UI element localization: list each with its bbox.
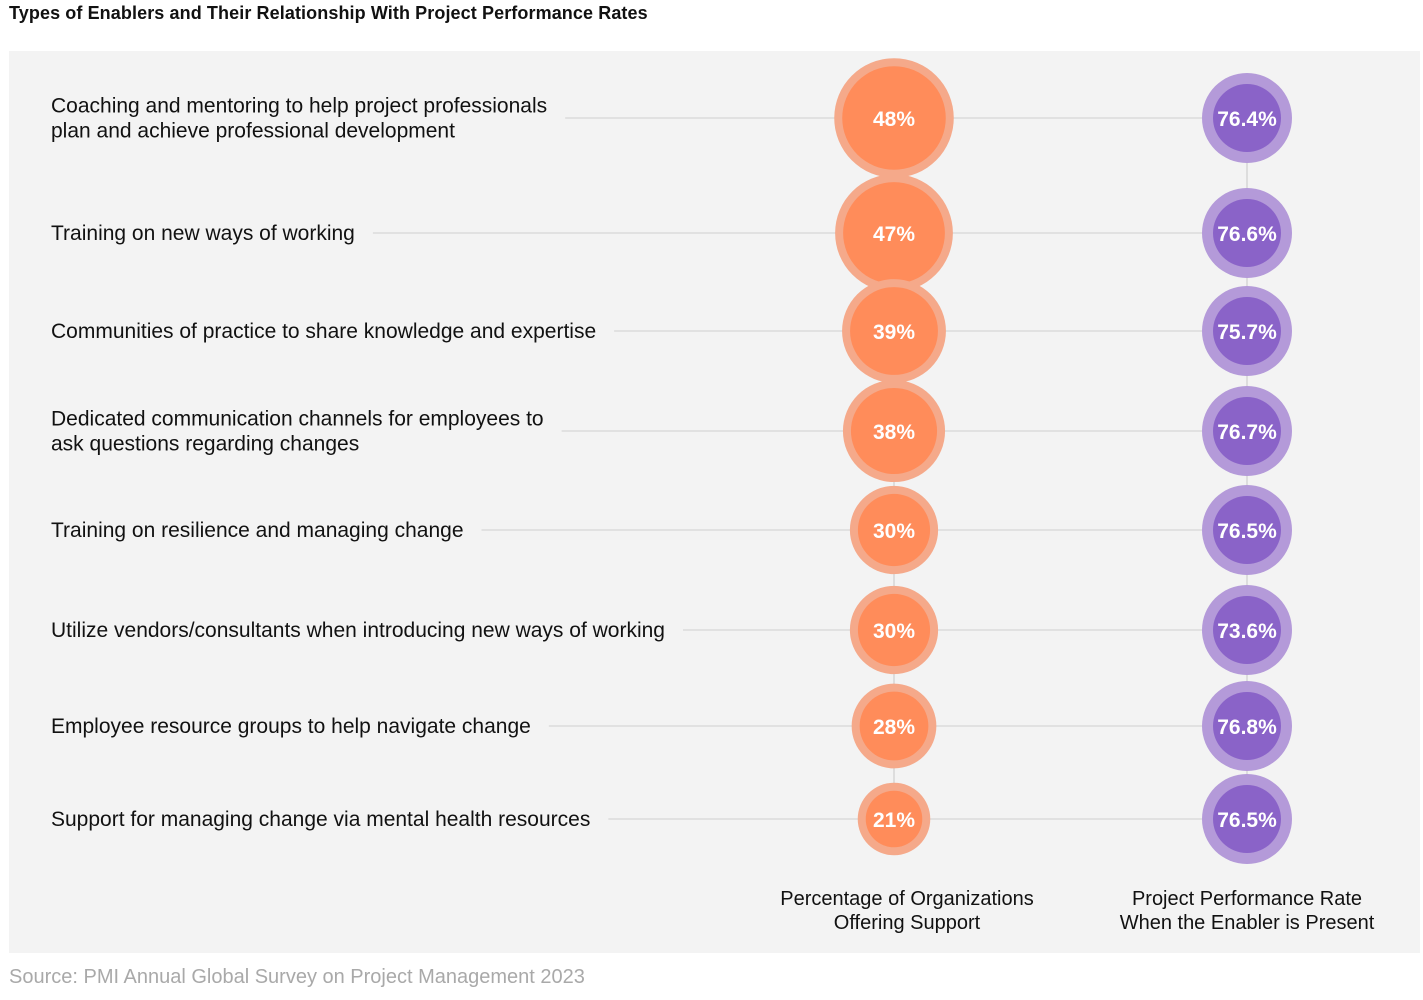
orgs-value-label: 30% bbox=[873, 620, 915, 643]
orgs-value-label: 38% bbox=[873, 421, 915, 444]
perf-value-label: 76.5% bbox=[1217, 809, 1277, 832]
perf-value-label: 76.5% bbox=[1217, 520, 1277, 543]
row-label: Support for managing change via mental h… bbox=[51, 808, 590, 831]
orgs-bubble bbox=[859, 691, 929, 761]
row-label: Training on new ways of working bbox=[51, 222, 355, 245]
row-label: Training on resilience and managing chan… bbox=[51, 519, 464, 542]
chart-title: Types of Enablers and Their Relationship… bbox=[9, 3, 648, 23]
source-note: Source: PMI Annual Global Survey on Proj… bbox=[9, 966, 585, 988]
row-label: Utilize vendors/consultants when introdu… bbox=[51, 619, 665, 642]
perf-bubble bbox=[1213, 199, 1281, 267]
perf-bubble bbox=[1213, 397, 1281, 465]
orgs-bubble bbox=[857, 493, 931, 567]
column-label-orgs: Percentage of Organizations bbox=[780, 888, 1034, 910]
perf-bubble bbox=[1213, 596, 1281, 664]
orgs-value-label: 28% bbox=[873, 716, 915, 739]
orgs-value-label: 30% bbox=[873, 520, 915, 543]
orgs-bubble bbox=[865, 790, 923, 848]
perf-bubble bbox=[1213, 785, 1281, 853]
orgs-bubble bbox=[843, 182, 945, 284]
perf-bubble bbox=[1213, 297, 1281, 365]
orgs-value-label: 21% bbox=[873, 809, 915, 832]
row-label: Employee resource groups to help navigat… bbox=[51, 715, 531, 738]
column-label-perf: When the Enabler is Present bbox=[1120, 912, 1375, 934]
chart-panel bbox=[9, 51, 1420, 953]
perf-value-label: 75.7% bbox=[1217, 321, 1277, 344]
perf-value-label: 76.6% bbox=[1217, 223, 1277, 246]
perf-value-label: 76.4% bbox=[1217, 108, 1277, 131]
orgs-bubble bbox=[857, 593, 931, 667]
perf-value-label: 73.6% bbox=[1217, 620, 1277, 643]
perf-value-label: 76.8% bbox=[1217, 716, 1277, 739]
column-label-perf: Project Performance Rate bbox=[1132, 888, 1362, 910]
orgs-value-label: 39% bbox=[873, 321, 915, 344]
orgs-bubble bbox=[850, 387, 938, 475]
row-label: Communities of practice to share knowled… bbox=[51, 320, 596, 343]
column-label-orgs: Offering Support bbox=[834, 912, 981, 934]
perf-bubble bbox=[1213, 496, 1281, 564]
perf-value-label: 76.7% bbox=[1217, 421, 1277, 444]
orgs-value-label: 48% bbox=[873, 108, 915, 131]
perf-bubble bbox=[1213, 692, 1281, 760]
row-label: Dedicated communication channels for emp… bbox=[51, 408, 544, 456]
perf-bubble bbox=[1213, 84, 1281, 152]
row-label: Coaching and mentoring to help project p… bbox=[51, 95, 547, 143]
orgs-bubble bbox=[850, 287, 938, 375]
orgs-bubble bbox=[842, 66, 946, 170]
orgs-value-label: 47% bbox=[873, 223, 915, 246]
